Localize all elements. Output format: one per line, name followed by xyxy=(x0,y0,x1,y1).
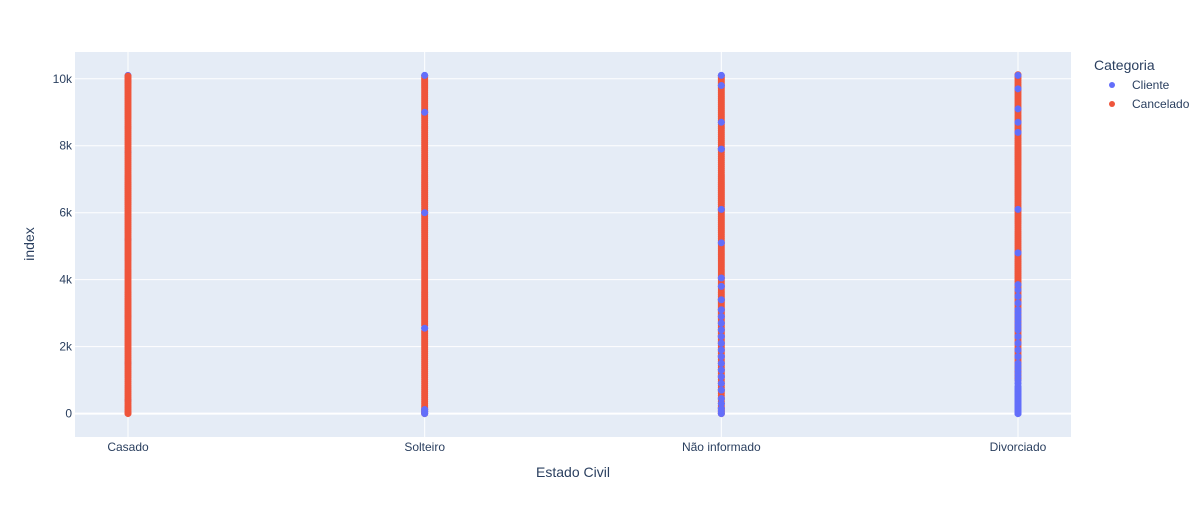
data-point-cliente xyxy=(717,339,725,347)
legend-label-cancelado: Cancelado xyxy=(1132,97,1190,111)
data-point-cliente xyxy=(1014,306,1022,314)
data-point-cliente xyxy=(717,296,725,304)
legend-label-cliente: Cliente xyxy=(1132,78,1170,92)
y-tick-label: 0 xyxy=(65,407,72,421)
data-point-cliente xyxy=(717,395,725,402)
legend-item-cancelado[interactable]: Cancelado xyxy=(1109,97,1190,111)
data-point-cliente xyxy=(1014,71,1022,79)
x-tick-label: Não informado xyxy=(682,440,761,454)
data-point-cliente xyxy=(1014,105,1022,113)
data-point-cliente xyxy=(717,319,725,327)
data-point-cliente xyxy=(421,108,429,116)
data-point-cancelado xyxy=(124,72,132,80)
data-point-cliente xyxy=(1014,292,1022,300)
data-point-cliente xyxy=(1014,249,1022,257)
x-tick-label: Divorciado xyxy=(990,440,1047,454)
data-point-cliente xyxy=(421,209,429,217)
data-point-cliente xyxy=(717,386,725,394)
y-tick-labels: 0 2k 4k 6k 8k 10k xyxy=(53,72,73,421)
data-point-cliente xyxy=(421,71,429,79)
data-point-cliente xyxy=(1014,286,1022,294)
grid-lines xyxy=(75,52,1071,437)
data-point-cliente xyxy=(1014,281,1022,289)
data-point-cliente xyxy=(717,353,725,361)
data-point-cliente xyxy=(1014,333,1022,341)
y-tick-label: 4k xyxy=(59,273,73,287)
data-point-cliente xyxy=(1014,205,1022,213)
data-point-cliente xyxy=(1014,359,1022,367)
x-tick-labels: Casado Solteiro Não informado Divorciado xyxy=(107,440,1046,454)
data-point-cliente xyxy=(717,274,725,282)
data-point-cliente xyxy=(717,145,725,153)
data-point-cliente xyxy=(717,373,725,381)
data-point-cliente xyxy=(717,326,725,334)
data-point-cliente xyxy=(717,366,725,374)
data-point-cliente xyxy=(1014,128,1022,136)
data-point-cliente xyxy=(717,312,725,320)
data-point-cliente xyxy=(421,324,429,332)
data-point-cliente xyxy=(717,306,725,314)
y-tick-label: 10k xyxy=(53,72,73,86)
legend[interactable]: Categoria Cliente Cancelado xyxy=(1094,57,1190,111)
data-point-cliente xyxy=(717,81,725,89)
data-point-cliente xyxy=(1014,353,1022,361)
data-point-cliente xyxy=(717,379,725,387)
legend-marker-cancelado xyxy=(1109,101,1115,107)
legend-item-cliente[interactable]: Cliente xyxy=(1109,78,1170,92)
x-tick-label: Solteiro xyxy=(404,440,445,454)
data-point-cliente xyxy=(717,118,725,126)
data-point-cliente xyxy=(1014,339,1022,347)
data-point-cliente xyxy=(1014,85,1022,93)
data-point-cliente xyxy=(717,333,725,341)
y-tick-label: 8k xyxy=(59,139,73,153)
data-point-cliente xyxy=(717,282,725,290)
legend-title: Categoria xyxy=(1094,57,1155,73)
data-points xyxy=(124,71,1022,418)
data-point-cliente xyxy=(1014,118,1022,126)
data-point-cliente xyxy=(717,359,725,367)
data-point-cliente xyxy=(717,71,725,79)
data-point-cliente xyxy=(717,205,725,213)
y-tick-label: 2k xyxy=(59,340,73,354)
data-point-cliente xyxy=(1014,299,1022,307)
data-point-cliente xyxy=(421,406,429,414)
data-point-cliente xyxy=(717,405,725,413)
y-axis-title: index xyxy=(21,227,37,260)
plot-background xyxy=(75,52,1071,437)
x-tick-label: Casado xyxy=(107,440,149,454)
legend-marker-cliente xyxy=(1109,82,1115,88)
data-point-cliente xyxy=(717,346,725,354)
data-point-cliente xyxy=(717,239,725,247)
y-tick-label: 6k xyxy=(59,206,73,220)
x-axis-title: Estado Civil xyxy=(536,464,610,480)
data-point-cliente xyxy=(1014,346,1022,354)
data-point-cliente xyxy=(717,400,725,408)
